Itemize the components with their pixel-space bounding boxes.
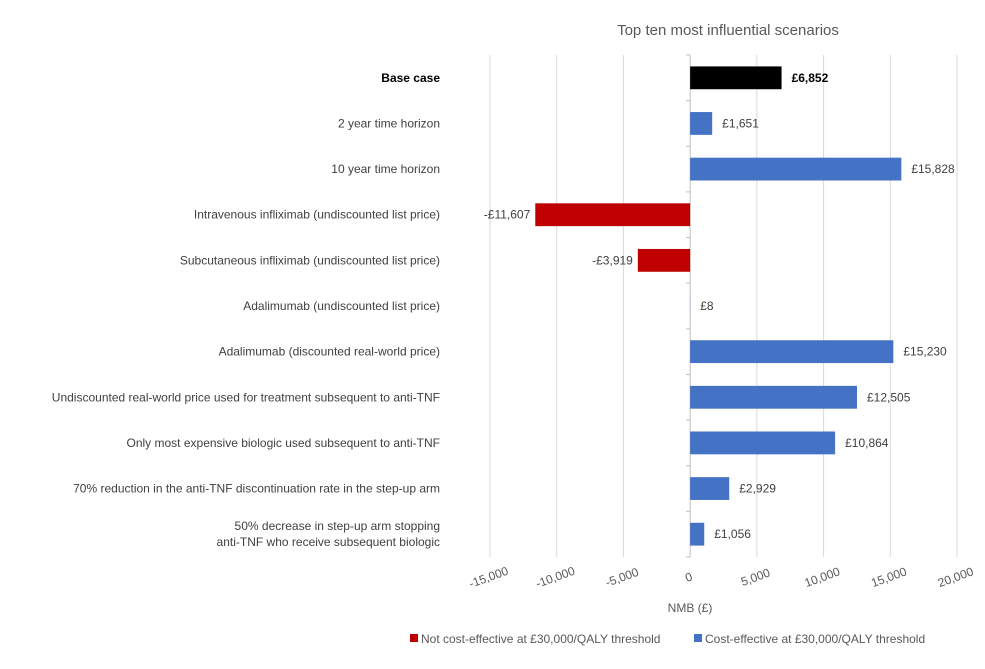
x-tick-label: -15,000 bbox=[467, 564, 510, 591]
bar-cost-effective bbox=[690, 431, 836, 455]
category-label: Only most expensive biologic used subseq… bbox=[127, 436, 441, 450]
data-label: £2,929 bbox=[739, 482, 776, 496]
x-tick-label: 5,000 bbox=[739, 565, 772, 589]
bar-cost-effective bbox=[690, 157, 902, 181]
x-tick-label: 20,000 bbox=[936, 564, 976, 590]
category-label-line: 50% decrease in step-up arm stopping bbox=[235, 519, 440, 533]
x-tick-label: -10,000 bbox=[534, 564, 577, 591]
legend-label: Cost-effective at £30,000/QALY threshold bbox=[705, 632, 925, 646]
bar-cost-effective bbox=[690, 340, 894, 364]
data-label: £10,864 bbox=[845, 436, 889, 450]
category-label: 50% decrease in step-up arm stopping anti… bbox=[217, 519, 440, 549]
category-labels: Base case 2 year time horizon 10 year time… bbox=[52, 71, 441, 549]
legend-swatch bbox=[410, 634, 418, 642]
category-label: Subcutaneous infliximab (undiscounted li… bbox=[180, 253, 440, 267]
bar-not-cost-effective bbox=[535, 203, 691, 227]
data-label: £1,056 bbox=[714, 527, 751, 541]
x-tick-label: -5,000 bbox=[604, 565, 641, 590]
gridlines bbox=[489, 54, 958, 558]
legend-label: Not cost-effective at £30,000/QALY thres… bbox=[421, 632, 660, 646]
chart-title: Top ten most influential scenarios bbox=[617, 22, 839, 39]
category-label: 2 year time horizon bbox=[338, 116, 440, 130]
category-label: Adalimumab (undiscounted list price) bbox=[243, 299, 440, 313]
x-tick-label: 0 bbox=[683, 569, 694, 585]
x-tick-label: 10,000 bbox=[803, 564, 843, 590]
bar-cost-effective bbox=[690, 477, 730, 500]
category-label: Base case bbox=[381, 71, 440, 85]
data-label: £8 bbox=[700, 299, 714, 313]
data-label: £1,651 bbox=[722, 116, 759, 130]
category-label: 10 year time horizon bbox=[331, 162, 440, 176]
x-axis-title: NMB (£) bbox=[668, 601, 713, 615]
bars bbox=[535, 66, 902, 546]
bar-base bbox=[690, 66, 782, 90]
category-label: 70% reduction in the anti-TNF discontinu… bbox=[73, 482, 440, 496]
category-label-line: anti-TNF who receive subsequent biologic bbox=[217, 535, 440, 549]
category-label: Intravenous infliximab (undiscounted lis… bbox=[194, 208, 440, 222]
data-label: £15,230 bbox=[903, 345, 947, 359]
data-label: £6,852 bbox=[792, 71, 829, 85]
category-label: Adalimumab (discounted real-world price) bbox=[219, 345, 440, 359]
category-label: Undiscounted real-world price used for t… bbox=[52, 390, 440, 404]
legend-swatch bbox=[694, 634, 702, 642]
bar-cost-effective bbox=[690, 522, 705, 546]
bar-not-cost-effective bbox=[637, 248, 691, 272]
data-label: £12,505 bbox=[867, 390, 911, 404]
x-tick-label: 15,000 bbox=[869, 564, 909, 590]
data-label: -£11,607 bbox=[484, 208, 531, 222]
bar-cost-effective bbox=[690, 385, 857, 409]
x-axis-ticks: -15,000 -10,000 -5,000 0 5,000 10,000 15,000 20… bbox=[467, 564, 975, 591]
data-label: £15,828 bbox=[911, 162, 955, 176]
legend: Not cost-effective at £30,000/QALY thres… bbox=[410, 632, 925, 646]
bar-cost-effective bbox=[690, 112, 713, 135]
data-label: -£3,919 bbox=[592, 253, 633, 267]
data-labels: £6,852 £1,651 £15,828 -£11,607 -£3,919 £8 £15,… bbox=[484, 71, 955, 541]
